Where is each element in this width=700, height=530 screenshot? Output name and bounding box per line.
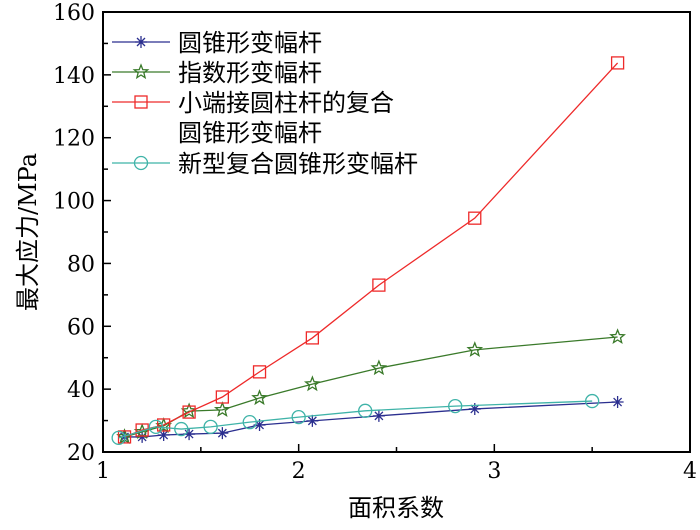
y-tick-label: 160	[53, 1, 95, 26]
circle-marker	[291, 409, 306, 425]
y-axis-label: 最大应力/MPa	[14, 153, 42, 311]
star-marker	[466, 341, 484, 357]
square-marker	[157, 418, 171, 432]
asterisk-marker	[183, 428, 196, 441]
asterisk-marker	[157, 429, 170, 442]
star-marker	[303, 375, 321, 392]
series-1	[116, 328, 626, 445]
circle-marker	[358, 403, 373, 418]
legend-label: 圆锥形变幅杆	[178, 119, 322, 147]
square-marker	[610, 56, 625, 70]
legend-item: 新型复合圆锥形变幅杆	[112, 150, 418, 178]
legend-label: 小端接圆柱杆的复合	[178, 89, 394, 117]
x-tick-label: 1	[96, 459, 110, 484]
y-tick-label: 20	[67, 441, 95, 466]
square-marker	[215, 390, 230, 404]
y-tick-label: 100	[53, 190, 95, 215]
asterisk-marker	[468, 402, 481, 415]
asterisk-marker	[372, 409, 385, 422]
y-tick-label: 60	[67, 315, 95, 340]
x-tick-label: 2	[292, 459, 306, 484]
square-marker	[372, 278, 386, 292]
asterisk-marker	[136, 430, 149, 443]
y-tick-label: 140	[53, 64, 95, 89]
square-marker	[468, 211, 482, 225]
circle-marker	[448, 398, 463, 414]
legend-label: 圆锥形变幅杆	[178, 29, 322, 57]
square-marker	[252, 365, 267, 379]
circle-marker	[242, 414, 257, 430]
square-marker	[182, 405, 196, 419]
star-marker	[609, 328, 626, 345]
series-line	[118, 400, 593, 439]
square-marker	[305, 331, 320, 345]
circle-marker	[585, 393, 600, 409]
legend-item: 圆锥形变幅杆	[112, 29, 322, 57]
star-marker	[180, 402, 198, 419]
y-tick-label: 120	[53, 127, 95, 152]
circle-marker	[203, 419, 218, 435]
legend-label: 指数形变幅杆	[178, 59, 322, 87]
asterisk-marker	[216, 427, 229, 440]
asterisk-marker	[135, 36, 147, 48]
circle-marker	[174, 421, 189, 437]
series-line	[124, 336, 618, 438]
asterisk-marker	[611, 396, 624, 409]
series-3	[111, 393, 600, 446]
legend-item: 指数形变幅杆	[112, 59, 322, 87]
x-axis-label: 面积系数	[348, 494, 444, 522]
series-line	[124, 401, 618, 438]
circle-marker	[111, 430, 126, 446]
square-marker	[134, 95, 148, 109]
x-tick-label: 4	[683, 459, 697, 484]
square-marker	[117, 430, 132, 444]
asterisk-marker	[253, 418, 266, 431]
y-tick-label: 40	[67, 378, 95, 403]
x-tick-label: 3	[487, 459, 501, 484]
asterisk-marker	[306, 414, 319, 427]
star-marker	[370, 359, 388, 376]
square-marker	[135, 423, 149, 437]
star-marker	[251, 389, 268, 406]
star-marker	[155, 417, 173, 434]
y-tick-label: 80	[67, 252, 95, 277]
legend-label: 新型复合圆锥形变幅杆	[178, 150, 418, 178]
star-marker	[132, 63, 150, 80]
circle-marker	[148, 419, 163, 435]
circle-marker	[133, 155, 149, 171]
star-marker	[213, 401, 231, 417]
